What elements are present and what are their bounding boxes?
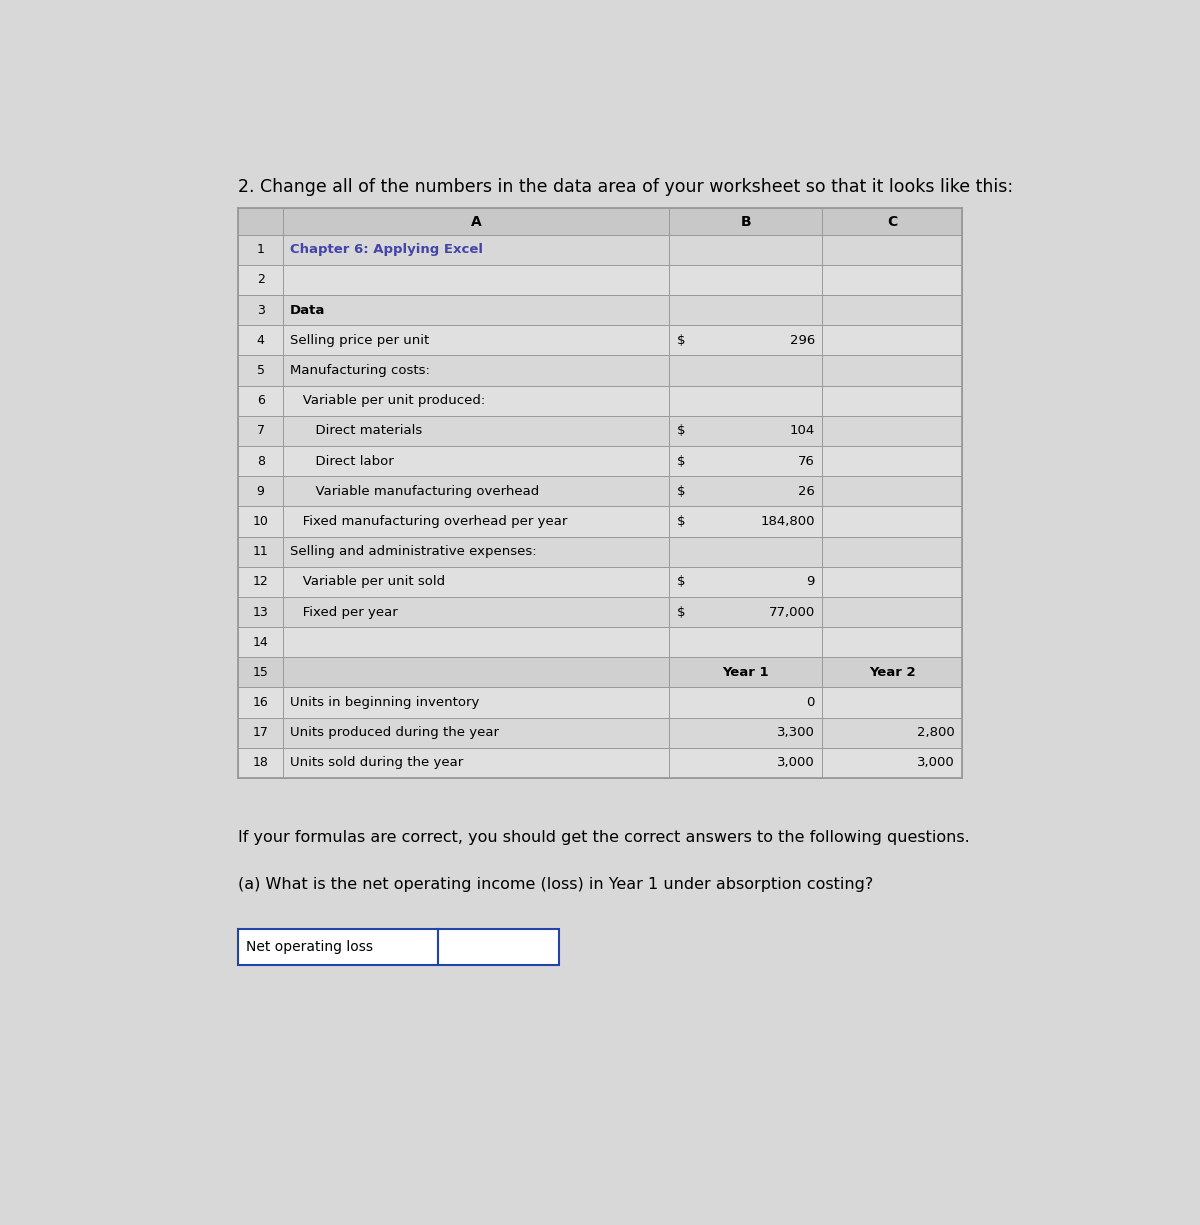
Text: 7: 7 [257,424,265,437]
Text: 2: 2 [257,273,265,287]
Text: Units in beginning inventory: Units in beginning inventory [289,696,479,709]
Bar [239,208,962,235]
Text: 104: 104 [790,424,815,437]
Text: 8: 8 [257,454,265,468]
Bar [239,355,962,386]
Text: $: $ [677,334,685,347]
Text: 13: 13 [253,605,269,619]
Bar [239,295,962,326]
Text: 3,000: 3,000 [778,757,815,769]
Text: 1: 1 [257,244,265,256]
Bar [239,506,962,537]
Text: Variable per unit sold: Variable per unit sold [289,576,445,588]
Text: 296: 296 [790,334,815,347]
Text: 9: 9 [806,576,815,588]
Text: 17: 17 [253,726,269,739]
Text: 10: 10 [253,514,269,528]
Text: 11: 11 [253,545,269,559]
Bar [239,326,962,355]
Text: 184,800: 184,800 [761,514,815,528]
Bar [239,446,962,477]
Bar [239,687,962,718]
Bar [239,567,962,597]
Text: Manufacturing costs:: Manufacturing costs: [289,364,430,377]
Text: 77,000: 77,000 [769,605,815,619]
Text: B: B [740,214,751,229]
Text: $: $ [677,605,685,619]
Text: Variable per unit produced:: Variable per unit produced: [289,394,485,407]
Bar [239,537,962,567]
Bar [239,477,962,506]
Text: 2. Change all of the numbers in the data area of your worksheet so that it looks: 2. Change all of the numbers in the data… [239,178,1014,196]
Text: 0: 0 [806,696,815,709]
Text: 6: 6 [257,394,265,407]
Text: Net operating loss: Net operating loss [246,940,373,954]
Text: $: $ [677,576,685,588]
Text: 2,800: 2,800 [917,726,954,739]
Text: A: A [470,214,481,229]
Text: $: $ [677,454,685,468]
Text: 3: 3 [257,304,265,317]
Text: Selling price per unit: Selling price per unit [289,334,428,347]
Text: $: $ [677,485,685,497]
Bar [239,265,962,295]
Text: Data: Data [289,304,325,317]
Text: 16: 16 [253,696,269,709]
Text: C: C [887,214,898,229]
Text: 4: 4 [257,334,265,347]
Text: 5: 5 [257,364,265,377]
Bar [239,929,438,965]
Text: Year 2: Year 2 [869,666,916,679]
Text: Fixed manufacturing overhead per year: Fixed manufacturing overhead per year [289,514,566,528]
Text: Selling and administrative expenses:: Selling and administrative expenses: [289,545,536,559]
Bar [438,929,559,965]
Text: 26: 26 [798,485,815,497]
Text: 76: 76 [798,454,815,468]
Text: Direct labor: Direct labor [289,454,394,468]
Text: 12: 12 [253,576,269,588]
Bar [239,415,962,446]
Text: (a) What is the net operating income (loss) in Year 1 under absorption costing?: (a) What is the net operating income (lo… [239,877,874,892]
Bar [239,597,962,627]
Bar [239,627,962,658]
Text: 15: 15 [253,666,269,679]
Text: Year 1: Year 1 [722,666,769,679]
Text: Units produced during the year: Units produced during the year [289,726,498,739]
Bar [239,658,962,687]
Bar [239,235,962,265]
Bar [239,718,962,747]
Text: Fixed per year: Fixed per year [289,605,397,619]
Text: Chapter 6: Applying Excel: Chapter 6: Applying Excel [289,244,482,256]
Text: Direct materials: Direct materials [289,424,421,437]
Text: 18: 18 [253,757,269,769]
Text: $: $ [677,424,685,437]
Text: 14: 14 [253,636,269,649]
Text: 3,300: 3,300 [778,726,815,739]
Bar [239,747,962,778]
Bar [239,929,438,965]
Text: $: $ [677,514,685,528]
Text: If your formulas are correct, you should get the correct answers to the followin: If your formulas are correct, you should… [239,829,970,845]
Text: Variable manufacturing overhead: Variable manufacturing overhead [289,485,539,497]
Text: Units sold during the year: Units sold during the year [289,757,463,769]
Text: 9: 9 [257,485,265,497]
Bar [239,386,962,415]
Text: 3,000: 3,000 [917,757,954,769]
